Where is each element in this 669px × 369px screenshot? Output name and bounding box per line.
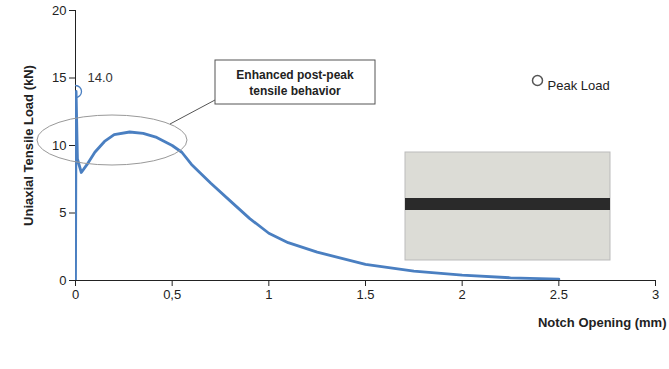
svg-text:0: 0 [72, 287, 79, 302]
svg-text:20: 20 [52, 3, 66, 18]
svg-text:Enhanced post-peaktensile beha: Enhanced post-peaktensile behavior [236, 68, 354, 98]
svg-text:14.0: 14.0 [88, 70, 113, 85]
svg-text:1: 1 [265, 287, 272, 302]
svg-text:0: 0 [59, 273, 66, 288]
svg-text:Uniaxial Tensile Load (kN): Uniaxial Tensile Load (kN) [21, 65, 36, 226]
svg-text:1.5: 1.5 [356, 287, 374, 302]
svg-text:10: 10 [52, 138, 66, 153]
svg-text:2.5: 2.5 [550, 287, 568, 302]
svg-text:Notch Opening (mm): Notch Opening (mm) [538, 315, 667, 330]
svg-text:3: 3 [652, 287, 659, 302]
svg-text:Peak Load: Peak Load [548, 78, 610, 93]
svg-text:15: 15 [52, 70, 66, 85]
svg-text:0,5: 0,5 [163, 287, 181, 302]
svg-text:5: 5 [59, 205, 66, 220]
svg-text:2: 2 [459, 287, 466, 302]
